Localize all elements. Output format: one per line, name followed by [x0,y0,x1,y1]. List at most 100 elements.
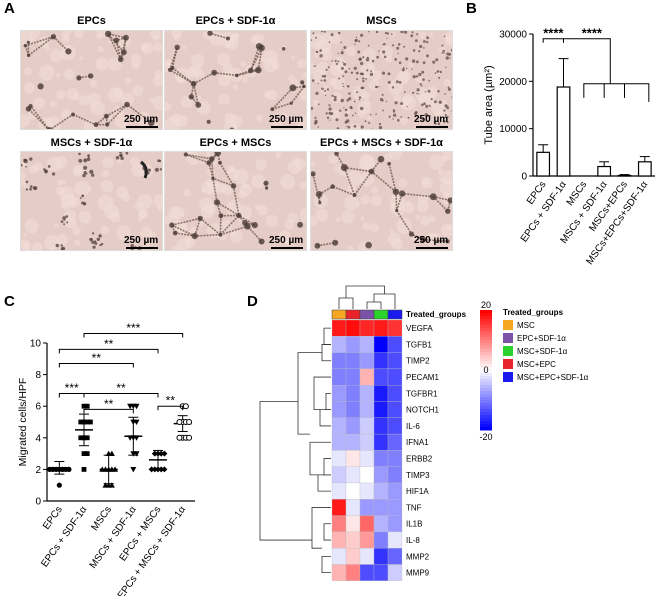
cell-dot [91,240,95,244]
heatmap-cell [345,336,361,353]
cell-cluster [46,127,53,129]
row-label: PECAM1 [406,373,439,382]
micrograph-texture [369,223,379,232]
micrograph-texture [152,42,162,52]
cell-cluster [211,176,215,181]
significance-stars: ** [104,397,114,411]
legend-label: MSC [517,321,535,330]
cell-tube [185,153,210,164]
micrograph-texture [100,225,109,235]
cell-dot [374,85,378,88]
micrograph-texture [57,179,64,186]
micrograph-texture [256,114,263,122]
heatmap-cell [373,352,389,370]
micrograph-texture [50,49,64,63]
cell-dot [426,36,429,40]
y-tick-label: 0 [35,497,41,508]
cell-dot [444,113,447,116]
cell-tube [199,217,221,236]
cell-dot [430,98,433,101]
micrograph-texture [79,56,84,61]
color-scale-step [480,313,492,317]
cell-dot [371,128,373,129]
cell-dot [328,107,332,111]
significance-stars: **** [543,26,564,41]
color-scale-step [480,382,492,386]
cell-dot [125,152,129,155]
significance-bracket [83,393,159,398]
micrograph-texture [153,95,162,111]
micrograph-texture [38,64,55,81]
cell-dot [99,234,101,237]
cell-dot [356,78,359,81]
significance-stars: ** [92,351,102,365]
cell-dot [319,54,323,58]
micrograph-epcs-sdf [164,30,307,130]
cell-dot [446,115,449,118]
cell-dot [130,248,135,250]
micrograph-texture [311,161,316,168]
cell-dot [441,52,443,54]
cell-dot [437,90,440,93]
cell-dot [340,41,342,44]
color-scale-step [480,352,492,356]
micrograph-texture [221,183,233,195]
data-point [108,482,115,488]
cell-tube [343,167,356,196]
cell-tube [271,87,294,110]
cell-dot [340,98,344,103]
cell-tube [396,210,413,235]
cell-dot [360,125,364,129]
row-dendrogram [311,507,331,549]
heatmap-cell [373,417,389,435]
heatmap-cell [373,515,389,533]
cell-dot [367,44,370,47]
cell-cluster [103,113,109,119]
row-label: NOTCH1 [406,406,439,415]
micrograph-label-epcs-mscs-sdf: EPCs + MSCs + SDF-1α [320,137,443,149]
cell-dot [25,180,29,184]
micrograph-texture [441,223,452,237]
data-point [176,434,183,441]
cell-dot [78,158,83,163]
cell-cluster [169,222,175,228]
micrograph-texture [182,45,187,50]
heatmap-cell [331,482,347,500]
cell-tube [194,233,221,237]
micrograph-mscs-sdf [20,151,163,251]
micrograph-texture [403,94,413,104]
color-scale-step [480,397,492,401]
micrograph-texture [165,101,171,112]
cell-cluster [147,119,155,126]
bar [637,161,652,177]
cell-dot [85,172,88,175]
legend-swatch [503,346,513,356]
color-scale-step [480,400,492,404]
micrograph-texture [227,165,235,173]
cell-tube [388,163,397,192]
panel-letter-d: D [247,293,258,310]
data-point [78,435,84,441]
cell-dot [403,31,408,34]
cell-dot [157,159,161,163]
row-dendrogram [297,352,322,435]
cell-cluster [302,84,306,89]
row-dendrogram [319,409,331,427]
cell-tube [24,45,30,56]
cell-dot [415,75,418,78]
micrograph-texture [59,186,75,202]
micrograph-texture [241,182,249,190]
micrograph-texture [97,46,104,53]
cell-cluster [235,73,239,78]
data-point [81,403,87,409]
color-scale-step [480,385,492,389]
cell-dot [365,58,370,62]
cell-dot [393,113,397,117]
color-scale-step [480,367,492,371]
column-group-swatch [331,309,347,320]
data-point [186,434,193,441]
heatmap-cell [331,548,347,565]
cell-dot [337,31,341,35]
heatmap-cell [331,515,347,533]
cell-dot [29,157,33,161]
